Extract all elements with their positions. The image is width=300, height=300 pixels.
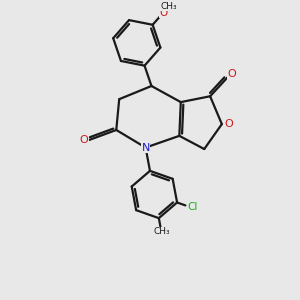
Text: O: O bbox=[80, 135, 88, 145]
Text: O: O bbox=[159, 8, 167, 18]
Text: N: N bbox=[141, 142, 150, 153]
Text: Cl: Cl bbox=[188, 202, 198, 212]
Text: O: O bbox=[224, 119, 233, 129]
Text: O: O bbox=[228, 69, 236, 79]
Text: CH₃: CH₃ bbox=[161, 2, 177, 10]
Text: CH₃: CH₃ bbox=[154, 227, 170, 236]
